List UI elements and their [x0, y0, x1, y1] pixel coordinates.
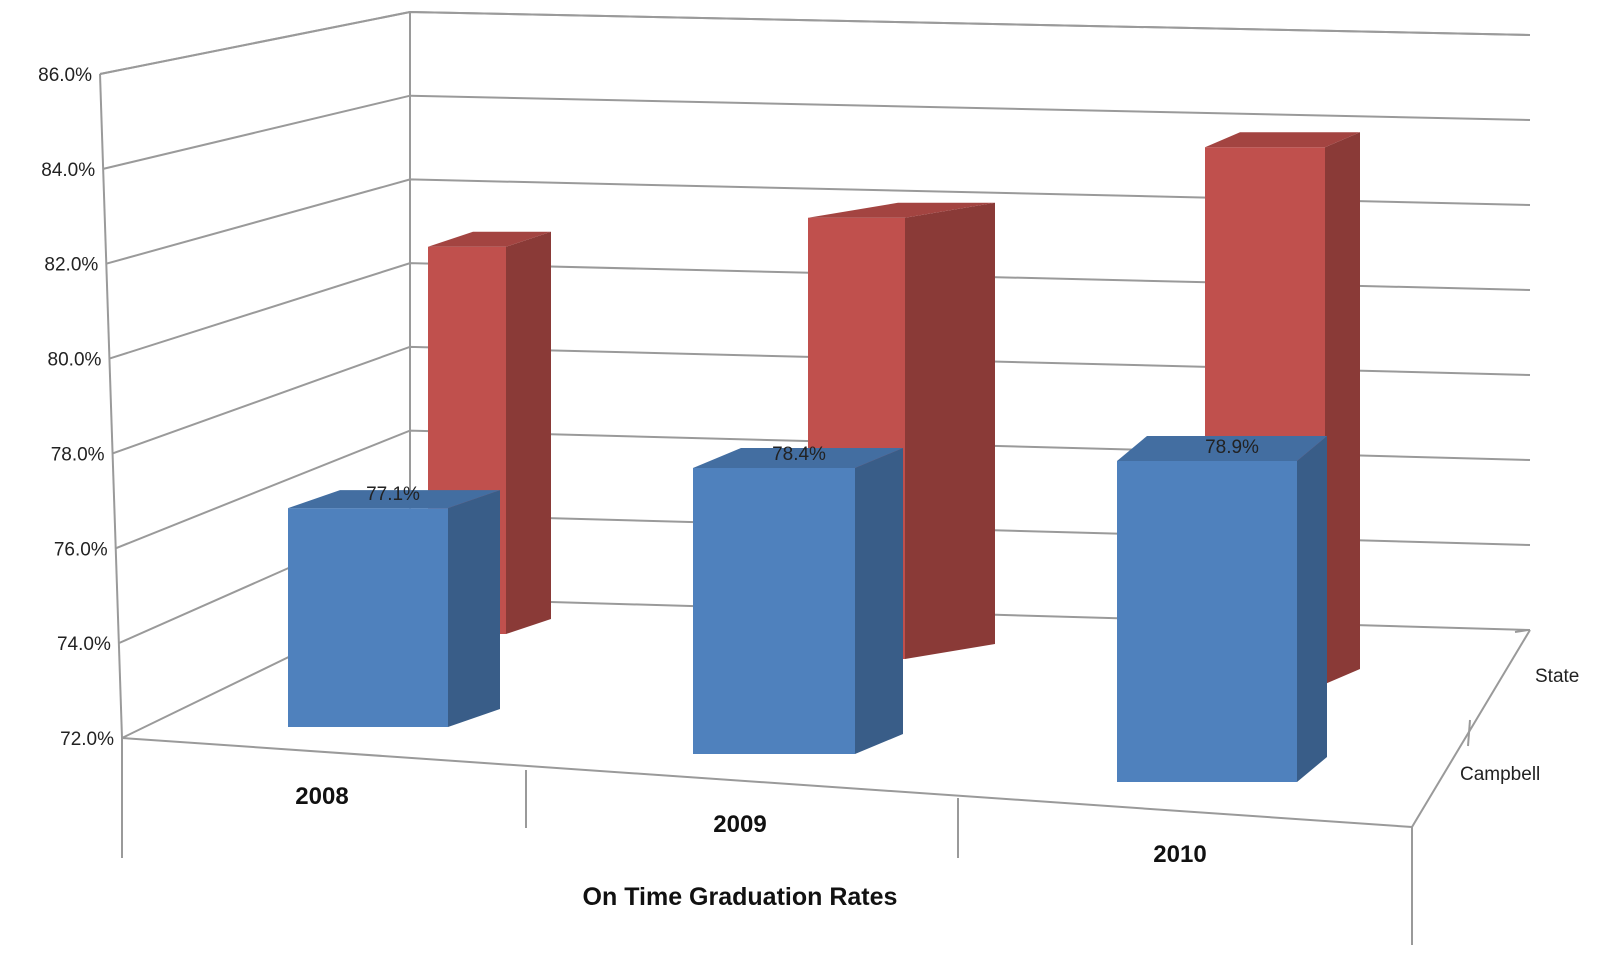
- bar-side-face: [1325, 132, 1360, 684]
- bar-front-face: [1117, 460, 1297, 782]
- bar-top-face: [428, 231, 551, 247]
- x-axis-title: On Time Graduation Rates: [583, 883, 898, 911]
- bar-side-face: [506, 231, 551, 635]
- floor-right-edge: [1411, 629, 1531, 828]
- bar-side-face: [855, 448, 903, 754]
- labels: 77.1% 78.4% 78.9% 2008 2009 2010 Campbell State: [295, 437, 1579, 868]
- data-label: 77.1%: [366, 484, 420, 505]
- bar-top-face: [1205, 132, 1360, 148]
- bar-side-face: [1297, 435, 1327, 782]
- x-tick-label: 2010: [1153, 841, 1206, 868]
- x-tick-label: 2009: [713, 811, 766, 838]
- y-tick-label: 76.0%: [54, 539, 108, 560]
- bar-side-face: [905, 202, 995, 659]
- bar-side-face: [448, 490, 500, 727]
- data-label: 78.9%: [1205, 437, 1259, 458]
- gridline: [99, 10, 1531, 75]
- bar-top-face: [288, 490, 500, 509]
- data-label: 78.4%: [772, 444, 826, 465]
- y-tick-label: 72.0%: [60, 729, 114, 750]
- bars: [288, 132, 1360, 782]
- series-tick: [1514, 629, 1529, 633]
- y-tick-label: 84.0%: [41, 160, 95, 181]
- y-axis-line: [99, 73, 123, 739]
- y-tick-label: 80.0%: [48, 350, 102, 371]
- bar-front-face: [693, 468, 855, 754]
- y-tick-label: 86.0%: [38, 65, 92, 86]
- bar-front-face: [288, 508, 448, 727]
- bar-top-face: [1117, 435, 1327, 461]
- y-tick-label: 82.0%: [44, 255, 98, 276]
- floor-front-edge: [121, 737, 1413, 828]
- series-label: State: [1535, 666, 1579, 687]
- bar-campbell-2009: [693, 448, 903, 754]
- bar-top-face: [693, 448, 903, 469]
- y-tick-label: 74.0%: [57, 634, 111, 655]
- y-axis-ticks: 72.0% 74.0% 76.0% 78.0% 80.0% 82.0% 84.0% 86.0%: [38, 65, 114, 750]
- series-label: Campbell: [1460, 764, 1540, 785]
- bar-top-face: [808, 202, 995, 218]
- x-tick-label: 2008: [295, 783, 348, 810]
- bar-campbell-2010: [1117, 435, 1327, 782]
- bar-campbell-2008: [288, 490, 500, 727]
- series-tick: [1467, 719, 1471, 747]
- y-tick-label: 78.0%: [51, 444, 105, 465]
